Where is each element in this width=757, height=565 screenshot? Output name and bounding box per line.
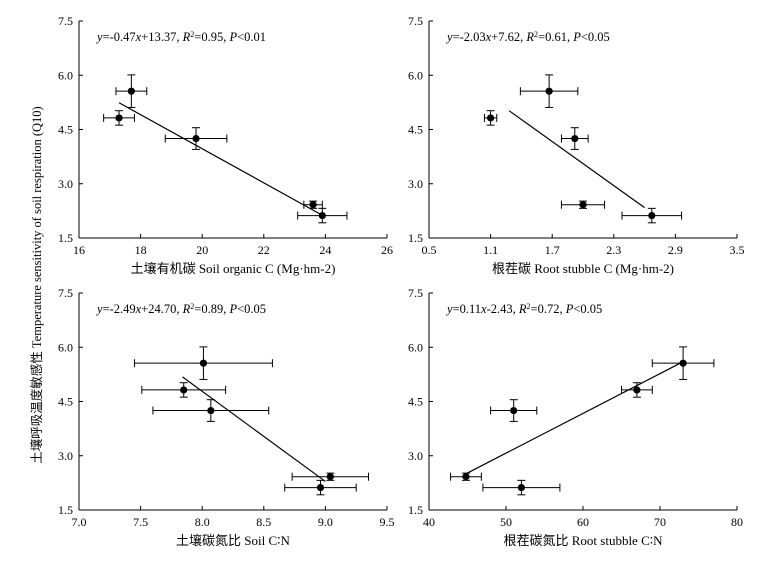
x-tick-label: 40 xyxy=(423,515,435,529)
y-tick-label: 1.5 xyxy=(58,503,73,517)
y-tick-label: 7.5 xyxy=(408,286,423,300)
regression-line xyxy=(182,376,326,482)
data-point xyxy=(318,211,326,220)
chart-panel-1: 1.5 3.0 4.5 6.0 7.5 16 18 20 22 24 26 土壤有机碳 Soil or… xyxy=(58,14,393,276)
y-tick-label: 1.5 xyxy=(58,231,73,245)
y-tick-label: 7.5 xyxy=(408,14,423,28)
data-point xyxy=(316,483,325,492)
regression-line xyxy=(465,361,684,475)
x-tick-label: 16 xyxy=(73,243,85,257)
y-tick-label: 6.0 xyxy=(58,68,73,82)
y-tick-label: 4.5 xyxy=(408,123,423,137)
data-point xyxy=(326,473,334,481)
x-axis-label: 土壤碳氮比 Soil C∶N xyxy=(176,533,291,548)
x-axis-label: 土壤有机碳 Soil organic C (Mg·hm-2) xyxy=(131,261,336,276)
x-tick-label: 2.3 xyxy=(606,243,621,257)
x-tick-label: 20 xyxy=(196,243,208,257)
shared-y-axis-label: 土壤呼吸温度敏感性 Temperature sensitivity of soi… xyxy=(29,106,44,463)
data-point xyxy=(192,134,200,143)
data-point xyxy=(309,201,317,209)
x-tick-label: 70 xyxy=(654,515,666,529)
data-point xyxy=(115,114,123,122)
x-tick-label: 60 xyxy=(577,515,589,529)
chart-panel-3: 1.5 3.0 4.5 6.0 7.5 7.0 7.5 8.0 8.5 9.0 9.5 土壤碳氮比 S… xyxy=(58,286,395,548)
y-tick-label: 4.5 xyxy=(58,123,73,137)
data-point xyxy=(571,134,579,143)
x-tick-label: 50 xyxy=(500,515,512,529)
x-tick-label: 8.5 xyxy=(256,515,271,529)
y-tick-label: 3.0 xyxy=(408,177,423,191)
data-point xyxy=(207,406,215,415)
y-tick-label: 1.5 xyxy=(408,231,423,245)
y-tick-label: 6.0 xyxy=(58,340,73,354)
x-tick-label: 9.0 xyxy=(318,515,333,529)
x-tick-label: 7.5 xyxy=(133,515,148,529)
x-tick-label: 2.9 xyxy=(668,243,683,257)
x-tick-label: 1.7 xyxy=(545,243,560,257)
x-tick-label: 9.5 xyxy=(380,515,395,529)
x-tick-label: 8.0 xyxy=(195,515,210,529)
y-tick-label: 3.0 xyxy=(58,177,73,191)
y-tick-label: 3.0 xyxy=(408,449,423,463)
data-point xyxy=(633,386,641,394)
x-tick-label: 0.5 xyxy=(422,243,437,257)
regression-line xyxy=(118,102,323,216)
y-tick-label: 6.0 xyxy=(408,340,423,354)
y-tick-label: 6.0 xyxy=(408,68,423,82)
x-tick-label: 26 xyxy=(381,243,393,257)
data-point xyxy=(180,386,188,394)
chart-panel-2: 1.5 3.0 4.5 6.0 7.5 0.5 1.1 1.7 2.3 2.9 3.5 根茬碳 Roo… xyxy=(408,14,745,276)
regression-line xyxy=(508,110,645,209)
y-tick-label: 4.5 xyxy=(408,395,423,409)
data-point xyxy=(648,211,656,220)
chart-panels: 1.5 3.0 4.5 6.0 7.5 16 18 20 22 24 26 土壤有机碳 Soil or… xyxy=(58,14,745,548)
x-tick-label: 22 xyxy=(258,243,270,257)
y-tick-label: 7.5 xyxy=(58,286,73,300)
x-tick-label: 24 xyxy=(319,243,331,257)
y-tick-label: 3.0 xyxy=(58,449,73,463)
x-tick-label: 1.1 xyxy=(483,243,498,257)
y-tick-label: 4.5 xyxy=(58,395,73,409)
x-axis-label: 根茬碳氮比 Root stubble C∶N xyxy=(503,533,663,548)
data-point xyxy=(199,359,208,367)
x-tick-label: 3.5 xyxy=(730,243,745,257)
regression-equation: y=-0.47x+13.37, R2=0.95, P<0.01 xyxy=(95,30,266,45)
x-tick-label: 80 xyxy=(731,515,743,529)
x-tick-label: 18 xyxy=(135,243,147,257)
regression-equation: y=-2.03x+7.62, R2=0.61, P<0.05 xyxy=(445,30,610,45)
data-point xyxy=(679,359,687,367)
data-point xyxy=(579,201,587,209)
regression-equation: y=-2.49x+24.70, R2=0.89, P<0.05 xyxy=(95,302,266,317)
y-tick-label: 1.5 xyxy=(408,503,423,517)
data-point xyxy=(517,483,526,492)
data-point xyxy=(487,114,495,122)
y-tick-label: 7.5 xyxy=(58,14,73,28)
x-axis-label: 根茬碳 Root stubble C (Mg·hm-2) xyxy=(492,261,674,276)
regression-equation: y=0.11x-2.43, R2=0.72, P<0.05 xyxy=(445,302,602,317)
chart-panel-4: 1.5 3.0 4.5 6.0 7.5 40 50 60 70 80 根茬碳氮比 Root stub… xyxy=(408,286,743,548)
data-point xyxy=(127,87,135,95)
data-point xyxy=(510,406,518,415)
x-tick-label: 7.0 xyxy=(72,515,87,529)
data-point xyxy=(462,473,470,481)
data-point xyxy=(545,87,553,95)
